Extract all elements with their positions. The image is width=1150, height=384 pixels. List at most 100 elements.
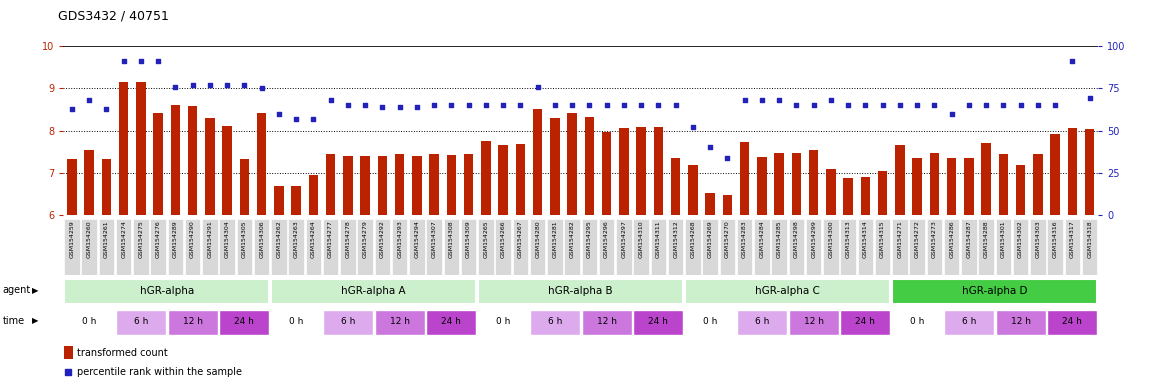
Point [683, 124, 702, 130]
FancyBboxPatch shape [996, 219, 1011, 275]
Bar [153, 113, 163, 215]
Text: 24 h: 24 h [856, 317, 875, 326]
FancyBboxPatch shape [892, 310, 942, 334]
Text: hGR-alpha D: hGR-alpha D [963, 286, 1027, 296]
Text: GSM154270: GSM154270 [724, 220, 730, 258]
Text: GSM154289: GSM154289 [172, 220, 178, 258]
Text: 24 h: 24 h [649, 317, 668, 326]
Bar [343, 156, 353, 215]
Text: percentile rank within the sample: percentile rank within the sample [77, 367, 243, 377]
Bar [981, 143, 991, 215]
Text: GSM154306: GSM154306 [259, 220, 264, 258]
FancyBboxPatch shape [789, 310, 838, 334]
Text: GSM154317: GSM154317 [1070, 220, 1075, 258]
Point [787, 102, 805, 108]
FancyBboxPatch shape [892, 279, 1097, 304]
FancyBboxPatch shape [496, 219, 511, 275]
Text: GSM154279: GSM154279 [362, 220, 368, 258]
Bar [964, 158, 974, 215]
Bar [636, 127, 646, 215]
Text: hGR-alpha B: hGR-alpha B [549, 286, 613, 296]
Bar [946, 158, 957, 215]
FancyBboxPatch shape [530, 310, 580, 334]
FancyBboxPatch shape [806, 219, 821, 275]
FancyBboxPatch shape [340, 219, 355, 275]
Bar [481, 141, 491, 215]
Bar [670, 158, 681, 215]
Bar [567, 113, 577, 215]
Point [81, 97, 98, 103]
Bar [1050, 134, 1060, 215]
Point [200, 82, 218, 88]
Text: GSM154300: GSM154300 [828, 220, 834, 258]
Point [150, 58, 168, 65]
Bar [377, 156, 388, 215]
Text: GSM154302: GSM154302 [1018, 220, 1024, 258]
Point [564, 102, 581, 108]
Point [908, 102, 927, 108]
Text: GSM154272: GSM154272 [914, 220, 920, 258]
Text: GSM154271: GSM154271 [897, 220, 903, 258]
Text: 12 h: 12 h [1011, 317, 1030, 326]
Bar [895, 146, 905, 215]
Text: 6 h: 6 h [754, 317, 769, 326]
Bar [429, 154, 439, 215]
Text: GSM154285: GSM154285 [776, 220, 782, 258]
FancyBboxPatch shape [64, 219, 79, 275]
Text: hGR-alpha A: hGR-alpha A [342, 286, 406, 296]
Text: GSM154315: GSM154315 [880, 220, 886, 258]
Point [840, 102, 858, 108]
Bar [360, 156, 370, 215]
Bar [912, 158, 922, 215]
Bar [291, 186, 301, 215]
Bar [739, 142, 750, 215]
Text: GSM154267: GSM154267 [518, 220, 523, 258]
Bar [446, 155, 457, 215]
Bar [412, 156, 422, 215]
FancyBboxPatch shape [841, 219, 856, 275]
Text: GSM154265: GSM154265 [483, 220, 489, 258]
Point [304, 116, 322, 122]
Bar [757, 157, 767, 215]
Text: 12 h: 12 h [390, 317, 409, 326]
Point [62, 106, 81, 112]
FancyBboxPatch shape [910, 219, 925, 275]
Text: GSM154301: GSM154301 [1000, 220, 1006, 258]
FancyBboxPatch shape [547, 219, 562, 275]
Point [943, 111, 961, 117]
Point [426, 102, 444, 108]
FancyBboxPatch shape [151, 219, 166, 275]
Text: GSM154259: GSM154259 [69, 220, 75, 258]
FancyBboxPatch shape [185, 219, 200, 275]
FancyBboxPatch shape [64, 310, 114, 334]
FancyBboxPatch shape [841, 310, 890, 334]
Bar [808, 149, 819, 215]
FancyBboxPatch shape [1065, 219, 1080, 275]
FancyBboxPatch shape [703, 219, 718, 275]
Bar [584, 117, 595, 215]
FancyBboxPatch shape [944, 310, 994, 334]
Text: GSM154304: GSM154304 [224, 220, 230, 258]
Bar [515, 144, 526, 215]
FancyBboxPatch shape [82, 219, 97, 275]
Point [1012, 102, 1030, 108]
Text: GSM154276: GSM154276 [155, 220, 161, 258]
Point [131, 58, 150, 65]
Bar [325, 154, 336, 215]
FancyBboxPatch shape [116, 219, 131, 275]
FancyBboxPatch shape [1030, 219, 1045, 275]
FancyBboxPatch shape [513, 219, 528, 275]
FancyBboxPatch shape [289, 219, 304, 275]
Text: GSM154277: GSM154277 [328, 220, 334, 258]
FancyBboxPatch shape [720, 219, 735, 275]
Bar [205, 118, 215, 215]
Bar [688, 165, 698, 215]
Text: GSM154314: GSM154314 [862, 220, 868, 258]
Text: 12 h: 12 h [804, 317, 823, 326]
FancyBboxPatch shape [375, 219, 390, 275]
Bar [722, 195, 733, 215]
Point [166, 84, 184, 90]
FancyBboxPatch shape [323, 310, 373, 334]
Point [218, 82, 237, 88]
Text: GSM154290: GSM154290 [190, 220, 196, 258]
